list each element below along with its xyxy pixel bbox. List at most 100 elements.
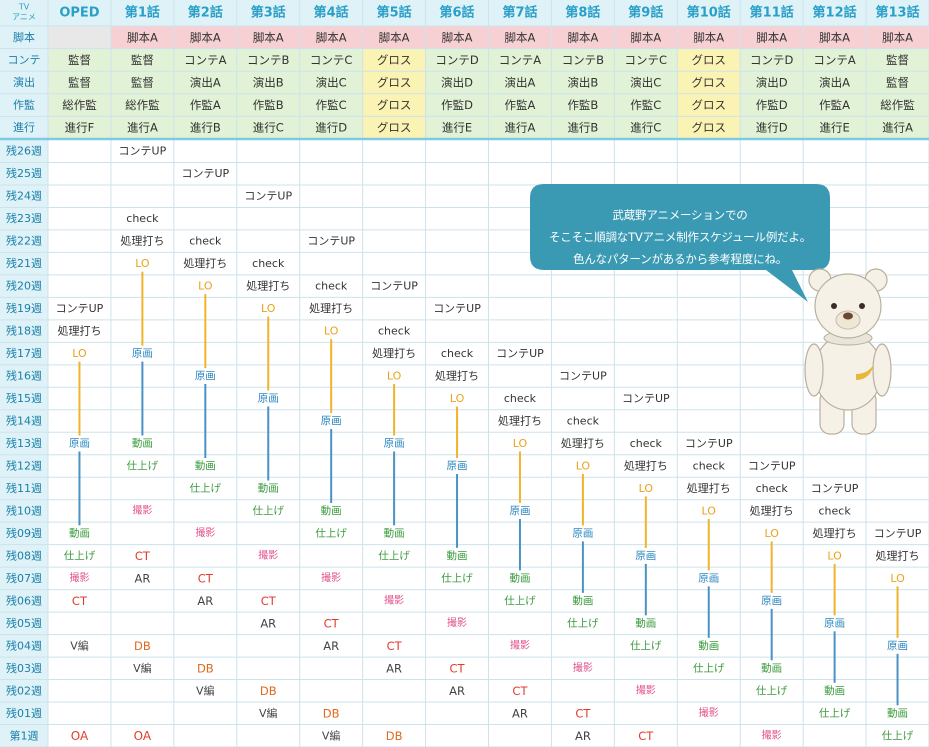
task-storyboard-up: コンテUP (181, 167, 229, 180)
staff-cell-bg (803, 26, 867, 49)
task-check: check (756, 482, 789, 495)
staff-cell: 脚本A (567, 30, 598, 44)
task-processing: 処理打ち (813, 526, 857, 540)
task-shiage: 仕上げ (630, 639, 662, 652)
staff-cell: 監督 (131, 53, 154, 67)
week-label: 残19週 (6, 301, 42, 315)
week-label: 残23週 (6, 211, 42, 225)
staff-cell: コンテA (184, 53, 226, 67)
staff-cell: 脚本A (756, 30, 787, 44)
task-processing: 処理打ち (183, 256, 227, 270)
staff-cell-bg (677, 93, 741, 117)
staff-cell: コンテB (562, 53, 604, 67)
task-ct: CT (450, 661, 466, 675)
week-label: 残26週 (6, 144, 42, 158)
task-storyboard-up: コンテUP (244, 190, 292, 203)
task-check: check (818, 504, 851, 517)
task-ar: AR (323, 639, 339, 653)
task-genga: 原画 (824, 617, 845, 629)
task-satsuei: 撮影 (636, 683, 656, 696)
task-lo: LO (135, 257, 150, 270)
staff-cell: 演出D (756, 76, 788, 90)
task-satsuei: 撮影 (132, 503, 152, 516)
staff-cell: コンテD (750, 53, 793, 67)
task-processing: 処理打ち (372, 346, 416, 360)
task-ar: AR (512, 706, 528, 720)
staff-cell: コンテD (435, 53, 478, 67)
staff-cell-bg (299, 71, 363, 94)
staff-cell-bg (425, 26, 489, 49)
staff-cell-bg (740, 48, 804, 72)
task-lo: LO (513, 437, 528, 450)
task-douga: 動画 (195, 459, 216, 472)
task-satsuei: 撮影 (258, 548, 278, 561)
staff-cell-bg (614, 48, 678, 72)
task-check: check (126, 212, 159, 225)
task-storyboard-up: コンテUP (811, 482, 859, 495)
staff-cell: コンテA (499, 53, 541, 67)
staff-cell: 監督 (68, 76, 91, 90)
task-storyboard-up: コンテUP (874, 527, 922, 540)
staff-cell-bg (362, 26, 426, 49)
task-shiage: 仕上げ (378, 549, 410, 562)
corner-label: アニメ (12, 13, 36, 22)
task-lo: LO (387, 370, 402, 383)
staff-cell: 演出C (316, 76, 347, 90)
staff-row-label: 脚本 (13, 30, 35, 44)
staff-cell: 脚本A (442, 30, 473, 44)
staff-cell-bg (110, 26, 174, 49)
task-check: check (693, 459, 726, 472)
task-satsuei: 撮影 (69, 571, 89, 584)
staff-cell-bg (299, 116, 363, 139)
staff-cell-bg (551, 93, 615, 117)
week-label: 残07週 (6, 571, 42, 585)
task-genga: 原画 (572, 527, 593, 539)
task-processing: 処理打ち (687, 481, 731, 495)
column-header: 第2話 (188, 5, 223, 21)
task-storyboard-up: コンテUP (370, 280, 418, 293)
week-label: 残14週 (6, 414, 42, 428)
task-storyboard-up: コンテUP (685, 437, 733, 450)
task-douga: 動画 (321, 504, 342, 517)
week-label: 残18週 (6, 324, 42, 338)
task-genga: 原画 (195, 370, 216, 382)
task-douga: 動画 (69, 526, 90, 539)
task-ct: CT (261, 594, 277, 608)
task-check: check (504, 392, 537, 405)
staff-cell-bg (740, 26, 804, 49)
task-douga: 動画 (447, 549, 468, 562)
week-label: 残21週 (6, 256, 42, 270)
week-label: 残04週 (6, 638, 42, 652)
staff-cell-bg (740, 116, 804, 139)
staff-cell-bg (362, 93, 426, 117)
task-ct: CT (135, 549, 151, 563)
task-check: check (378, 325, 411, 338)
staff-cell: 監督 (886, 53, 909, 67)
staff-cell: 作監C (316, 98, 347, 112)
staff-cell: 進行A (505, 121, 536, 135)
task-storyboard-up: コンテUP (748, 459, 796, 472)
staff-cell: グロス (692, 121, 727, 135)
task-db: DB (134, 639, 151, 653)
staff-cell-bg (803, 71, 867, 94)
week-label: 残13週 (6, 436, 42, 450)
staff-cell: 作監C (630, 98, 661, 112)
staff-cell: 総作監 (880, 98, 915, 112)
task-lo: LO (450, 392, 465, 405)
task-genga: 原画 (635, 550, 656, 562)
staff-cell-bg (551, 48, 615, 72)
task-genga: 原画 (447, 460, 468, 472)
task-check: check (189, 235, 222, 248)
task-ct: CT (512, 684, 528, 698)
staff-cell-bg (48, 48, 111, 72)
staff-cell-bg (173, 116, 237, 139)
staff-cell-bg (614, 116, 678, 139)
staff-cell-bg (425, 93, 489, 117)
week-label: 残02週 (6, 683, 42, 697)
task-check: check (441, 347, 474, 360)
row-label-column (0, 26, 48, 747)
task-douga: 動画 (761, 661, 782, 674)
task-check: check (630, 437, 663, 450)
staff-cell: 演出A (819, 76, 850, 90)
task-douga: 動画 (258, 481, 279, 494)
